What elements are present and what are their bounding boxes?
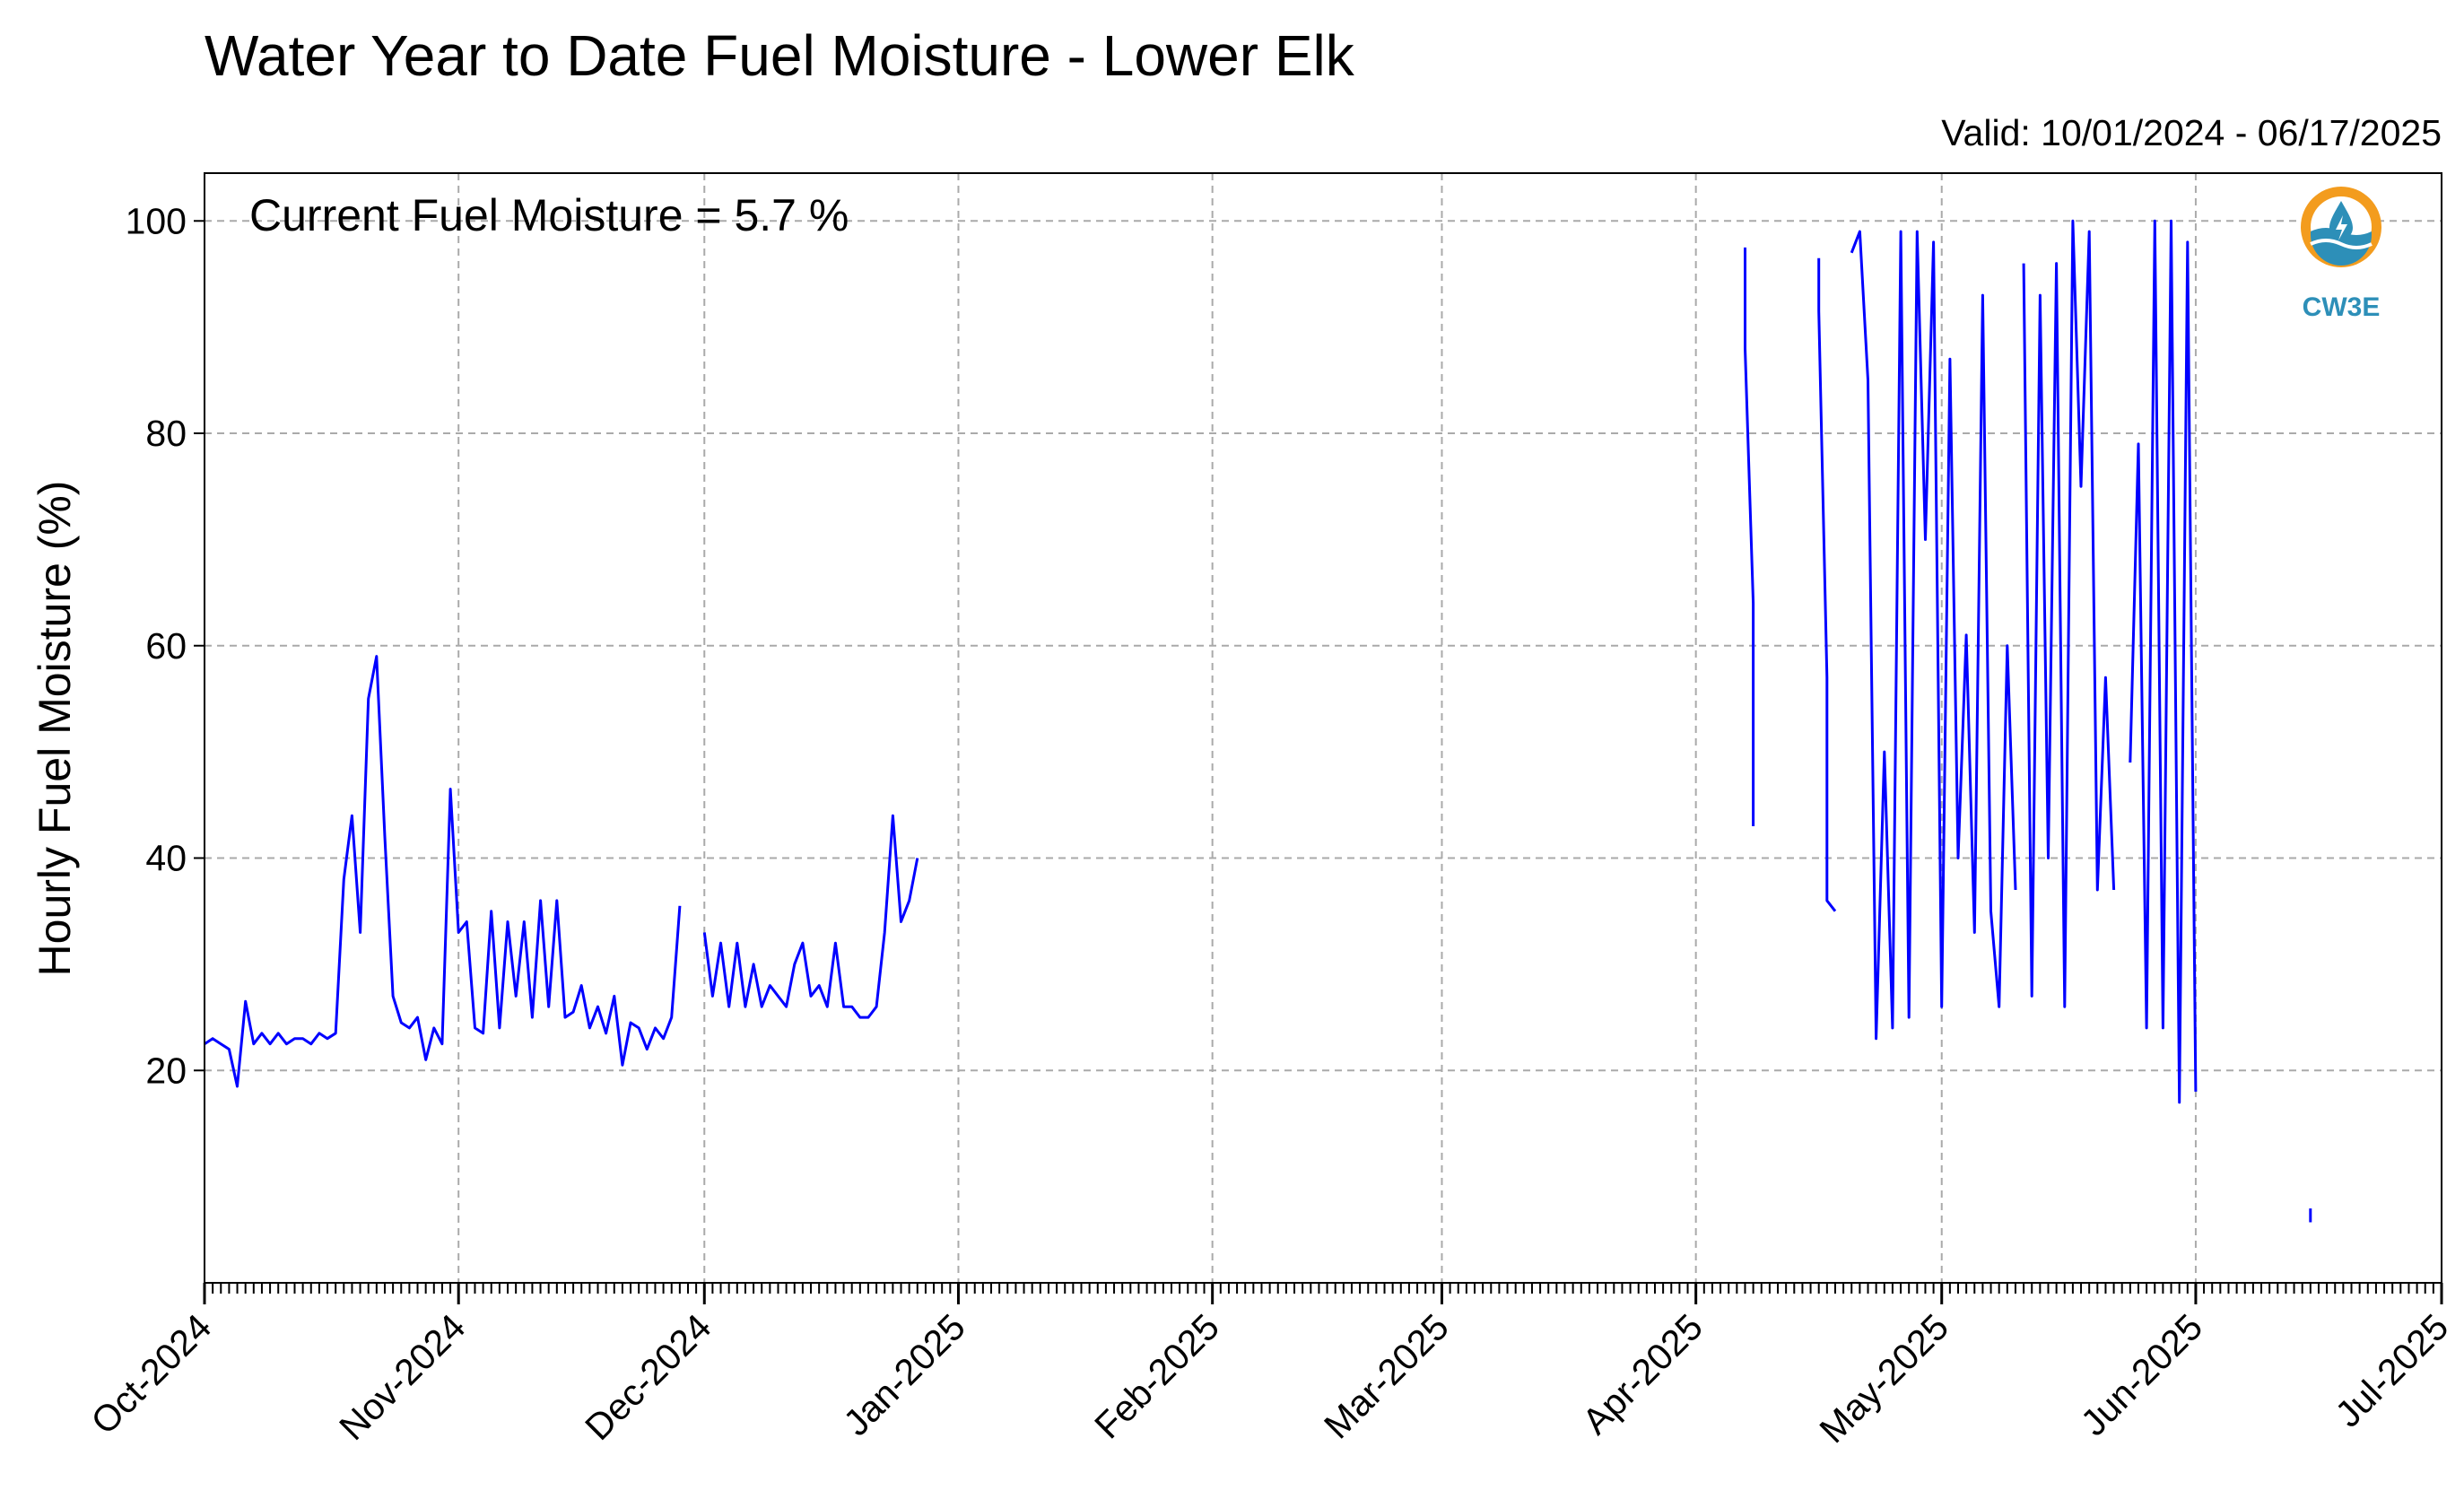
y-tick-label: 80 [145, 413, 187, 454]
cw3e-logo: CW3E [2301, 187, 2381, 322]
y-tick-label: 60 [145, 625, 187, 667]
logo-water-icon [2311, 228, 2372, 266]
y-axis-label: Hourly Fuel Moisture (%) [30, 481, 80, 977]
chart-title: Water Year to Date Fuel Moisture - Lower… [205, 23, 1355, 88]
fuel-moisture-line [702, 814, 919, 1019]
fuel-moisture-series [204, 219, 2312, 1223]
fuel-moisture-line [2129, 219, 2198, 1104]
x-minor-ticks [204, 1283, 2442, 1294]
current-fuel-moisture-annotation: Current Fuel Moisture = 5.7 % [249, 190, 849, 240]
y-tick-label: 40 [145, 838, 187, 879]
y-axis-ticks: 20 40 60 80 100 [126, 200, 205, 1091]
x-axis-minor-ticks [204, 1283, 2442, 1294]
y-tick-label: 100 [126, 200, 187, 241]
logo-label: CW3E [2303, 292, 2381, 322]
fuel-moisture-line [204, 655, 682, 1088]
fuel-moisture-line [2022, 219, 2116, 1008]
plot-frame [204, 172, 2442, 1284]
y-tick-label: 20 [145, 1050, 187, 1091]
valid-date-range: Valid: 10/01/2024 - 06/17/2025 [1941, 112, 2442, 153]
fuel-moisture-line [1850, 230, 2017, 1041]
fuel-moisture-line [1744, 247, 1755, 826]
fuel-moisture-line [1817, 257, 1837, 912]
